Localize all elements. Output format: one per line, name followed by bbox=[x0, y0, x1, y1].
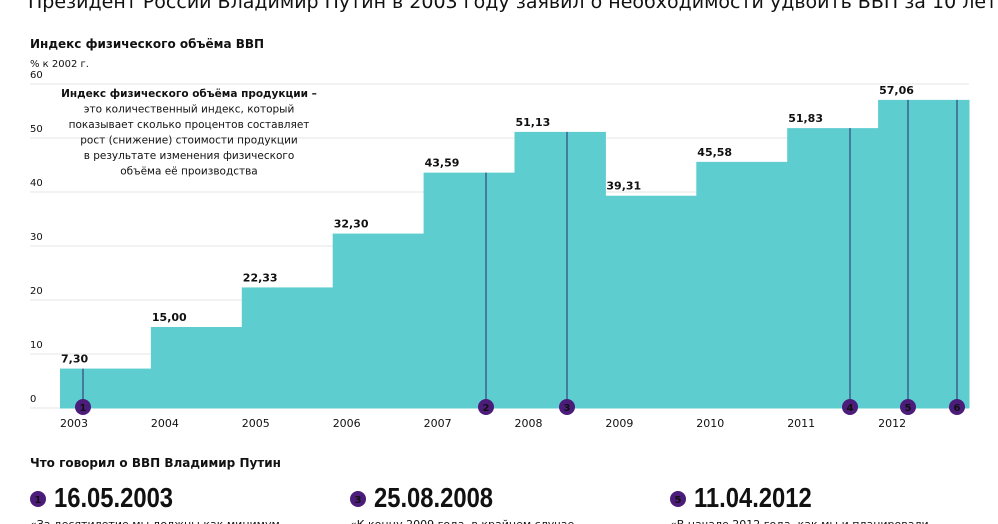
annotation-line: в результате изменения физического bbox=[84, 150, 295, 162]
value-label: 57,06 bbox=[879, 84, 914, 97]
page-title: Президент России Владимир Путин в 2003 г… bbox=[28, 0, 997, 13]
bar bbox=[423, 172, 515, 408]
bar bbox=[60, 368, 152, 408]
quotes-title: Что говорил о ВВП Владимир Путин bbox=[30, 456, 281, 470]
y-tick-label: 50 bbox=[30, 124, 43, 135]
quote-number: 5 bbox=[675, 495, 682, 506]
annotation-line: Индекс физического объёма продукции – bbox=[61, 88, 317, 100]
value-label: 32,30 bbox=[334, 218, 369, 231]
bar bbox=[514, 131, 606, 408]
event-marker bbox=[842, 399, 858, 415]
quote-number: 1 bbox=[35, 495, 42, 506]
y-tick-label: 60 bbox=[30, 70, 43, 81]
x-tick-label: 2007 bbox=[424, 417, 452, 430]
annotation-line: показывает сколько процентов составляет bbox=[69, 119, 310, 131]
value-label: 39,31 bbox=[606, 180, 641, 193]
bar bbox=[696, 161, 788, 408]
x-tick-label: 2011 bbox=[787, 417, 815, 430]
y-tick-label: 30 bbox=[30, 232, 43, 243]
quote-date: 11.04.2012 bbox=[694, 481, 812, 513]
annotation-line: рост (снижение) стоимости продукции bbox=[80, 135, 297, 147]
quote-date: 25.08.2008 bbox=[374, 481, 493, 513]
value-label: 51,13 bbox=[516, 116, 551, 129]
x-tick-label: 2012 bbox=[878, 417, 906, 430]
x-tick-label: 2006 bbox=[333, 417, 361, 430]
value-label: 51,83 bbox=[788, 112, 823, 125]
quote-date: 16.05.2003 bbox=[54, 481, 173, 513]
quote-marker bbox=[350, 491, 366, 507]
quote-text: «За десятилетие мы должны как минимум bbox=[30, 518, 280, 524]
bar bbox=[150, 327, 243, 408]
bar bbox=[787, 128, 879, 409]
quote-text: «К концу 2009 года, в крайнем случае bbox=[350, 518, 575, 524]
y-tick-label: 40 bbox=[30, 178, 43, 189]
event-marker bbox=[559, 399, 575, 415]
event-number: 6 bbox=[954, 403, 961, 414]
y-tick-label: 20 bbox=[30, 286, 43, 297]
value-label: 15,00 bbox=[152, 311, 187, 324]
annotation-line: объёма её производства bbox=[120, 166, 257, 178]
x-tick-label: 2003 bbox=[60, 417, 88, 430]
event-marker bbox=[478, 399, 494, 415]
y-tick-label: 10 bbox=[30, 340, 43, 351]
x-tick-label: 2005 bbox=[242, 417, 270, 430]
event-number: 1 bbox=[80, 403, 87, 414]
event-marker bbox=[949, 399, 965, 415]
event-number: 5 bbox=[905, 403, 912, 414]
value-label: 45,58 bbox=[697, 146, 732, 159]
event-marker bbox=[75, 399, 91, 415]
quote-marker bbox=[30, 491, 46, 507]
event-marker bbox=[900, 399, 916, 415]
bar bbox=[332, 233, 425, 408]
y-axis-label: % к 2002 г. bbox=[30, 59, 89, 70]
x-tick-label: 2010 bbox=[696, 417, 724, 430]
value-label: 7,30 bbox=[61, 353, 88, 366]
quote-text: «В начале 2012 года, как мы и планировал… bbox=[670, 518, 929, 524]
quote-number: 3 bbox=[355, 495, 362, 506]
event-number: 4 bbox=[847, 403, 854, 414]
x-tick-label: 2009 bbox=[605, 417, 633, 430]
event-number: 2 bbox=[483, 403, 490, 414]
bar bbox=[241, 287, 334, 408]
quote-marker bbox=[670, 491, 686, 507]
y-tick-label: 0 bbox=[30, 394, 36, 405]
value-label: 43,59 bbox=[425, 157, 460, 170]
chart-title: Индекс физического объёма ВВП bbox=[30, 37, 264, 51]
event-number: 3 bbox=[564, 403, 571, 414]
x-tick-label: 2004 bbox=[151, 417, 179, 430]
annotation-line: это количественный индекс, который bbox=[84, 104, 295, 116]
bar bbox=[878, 99, 970, 408]
x-tick-label: 2008 bbox=[515, 417, 543, 430]
bar bbox=[605, 195, 697, 408]
value-label: 22,33 bbox=[243, 271, 278, 284]
